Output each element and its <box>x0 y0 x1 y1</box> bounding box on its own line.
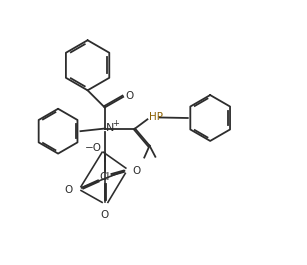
Text: −O: −O <box>84 143 102 153</box>
Text: N: N <box>106 123 115 133</box>
Text: O: O <box>64 185 72 195</box>
Text: HP: HP <box>149 112 163 122</box>
Text: O: O <box>101 210 109 220</box>
Text: O: O <box>132 166 140 176</box>
Text: O: O <box>125 91 134 101</box>
Text: Cl: Cl <box>99 172 110 182</box>
Text: +: + <box>113 119 119 128</box>
